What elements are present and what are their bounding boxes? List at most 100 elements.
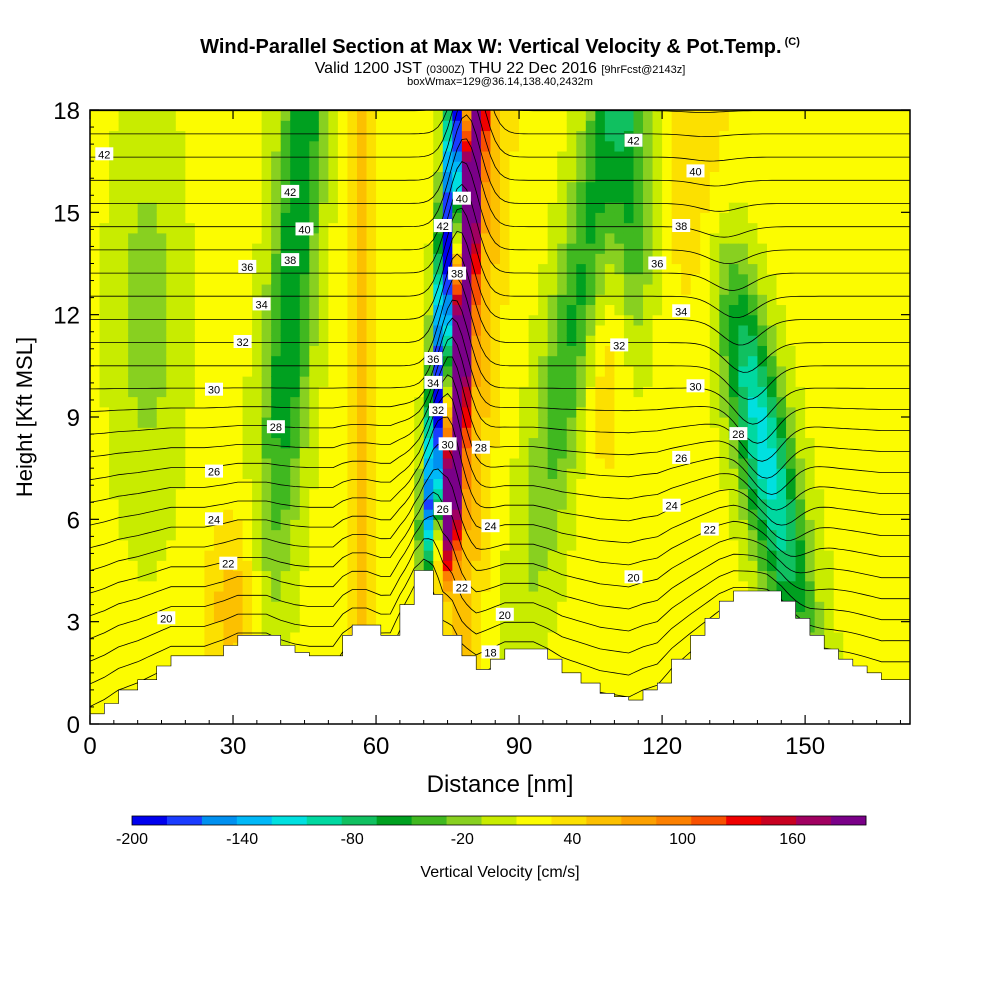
w-cell	[547, 222, 558, 234]
w-cell	[175, 324, 186, 336]
w-cell	[452, 294, 463, 306]
w-cell	[128, 601, 139, 613]
w-cell	[623, 468, 635, 479]
w-cell	[833, 590, 844, 602]
w-cell	[709, 427, 720, 439]
w-cell	[766, 232, 778, 244]
w-cell	[109, 590, 120, 602]
w-cell	[776, 468, 787, 479]
w-cell	[90, 662, 101, 674]
w-cell	[786, 150, 797, 162]
w-cell	[757, 417, 768, 428]
w-cell	[633, 191, 644, 203]
w-cell	[328, 519, 339, 531]
w-cell	[452, 345, 463, 357]
w-cell	[623, 590, 635, 602]
w-cell	[299, 642, 310, 653]
w-cell	[519, 376, 530, 387]
w-cell	[719, 222, 730, 234]
w-cell	[299, 191, 310, 203]
w-cell	[709, 253, 720, 265]
w-cell	[757, 478, 768, 490]
w-cell	[776, 232, 787, 244]
w-cell	[547, 560, 558, 572]
w-cell	[252, 601, 263, 613]
w-cell	[633, 437, 644, 449]
w-cell	[776, 212, 787, 224]
w-cell	[776, 509, 787, 520]
w-cell	[271, 110, 282, 121]
w-cell	[833, 335, 844, 346]
w-cell	[233, 304, 244, 316]
w-cell	[614, 324, 625, 336]
w-cell	[347, 447, 358, 459]
w-cell	[871, 560, 882, 572]
w-cell	[404, 243, 415, 254]
w-cell	[643, 243, 654, 254]
w-cell	[585, 130, 596, 142]
w-cell	[109, 376, 120, 387]
w-cell	[690, 601, 701, 613]
w-cell	[747, 110, 759, 121]
w-cell	[547, 631, 558, 643]
w-cell	[356, 550, 368, 561]
w-cell	[194, 447, 206, 459]
w-cell	[623, 253, 635, 265]
w-cell	[347, 304, 358, 316]
w-cell	[681, 621, 692, 633]
w-cell	[585, 202, 596, 213]
w-cell	[871, 232, 882, 244]
w-cell	[280, 488, 291, 500]
w-cell	[204, 365, 215, 377]
w-cell	[290, 283, 301, 295]
w-cell	[747, 580, 759, 592]
w-cell	[376, 376, 387, 387]
w-cell	[337, 601, 349, 613]
w-cell	[137, 324, 148, 336]
w-cell	[213, 642, 225, 653]
w-cell	[814, 529, 825, 541]
w-cell	[261, 509, 272, 520]
w-cell	[805, 498, 816, 510]
w-cell	[671, 294, 682, 306]
w-cell	[824, 611, 835, 623]
w-cell	[204, 457, 215, 469]
w-cell	[109, 570, 120, 582]
w-cell	[509, 406, 520, 418]
w-cell	[385, 110, 396, 121]
w-cell	[862, 253, 873, 265]
w-cell	[585, 181, 596, 193]
w-cell	[309, 560, 320, 572]
w-cell	[147, 529, 158, 541]
w-cell	[271, 294, 282, 306]
w-cell	[204, 294, 215, 306]
w-cell	[633, 457, 644, 469]
w-cell	[137, 406, 148, 418]
w-cell	[852, 621, 863, 633]
w-cell	[175, 181, 186, 193]
w-cell	[776, 550, 787, 561]
w-cell	[747, 509, 759, 520]
w-cell	[204, 171, 215, 183]
w-cell	[395, 232, 406, 244]
w-cell	[766, 212, 778, 224]
w-cell	[547, 457, 558, 469]
w-cell	[852, 652, 863, 664]
w-cell	[604, 417, 616, 428]
w-cell	[843, 232, 854, 244]
w-cell	[185, 519, 196, 531]
w-cell	[786, 130, 797, 142]
w-cell	[99, 345, 110, 357]
w-cell	[833, 550, 844, 561]
w-cell	[461, 335, 472, 346]
chart-title-corner: (C)	[784, 36, 800, 48]
w-cell	[528, 253, 539, 265]
w-cell	[566, 437, 577, 449]
w-cell	[461, 376, 472, 387]
w-cell	[471, 283, 482, 295]
w-cell	[547, 550, 558, 561]
w-cell	[90, 365, 101, 377]
w-cell	[423, 181, 434, 193]
w-cell	[328, 539, 339, 551]
w-cell	[185, 150, 196, 162]
